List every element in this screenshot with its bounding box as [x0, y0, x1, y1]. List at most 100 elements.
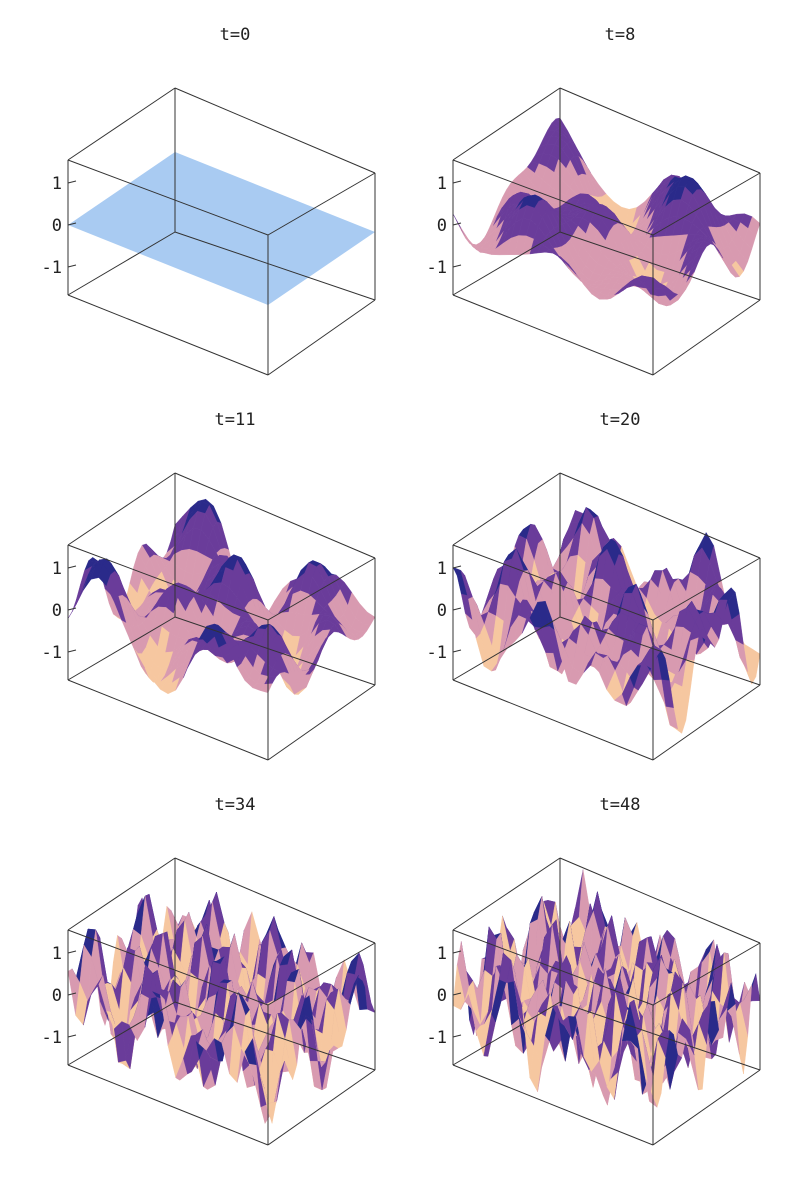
box-back-edge	[559, 87, 761, 174]
box-front-edge	[452, 159, 654, 236]
box-front-edge	[652, 942, 761, 1006]
box-front-edge	[267, 172, 376, 236]
z-ticks-4: 1 0 -1	[427, 559, 462, 663]
z-tick-mark	[67, 950, 77, 954]
z-tick-label: 1	[52, 944, 62, 964]
z-tick-label: 1	[437, 559, 447, 579]
z-ticks-3: 1 0 -1	[42, 559, 77, 663]
plot-svg-6: t=48 1 0 -1	[427, 795, 761, 1146]
z-tick-mark	[452, 607, 462, 611]
surface-facet	[645, 1077, 658, 1108]
z-tick-mark	[67, 180, 77, 184]
z-ticks-5: 1 0 -1	[42, 944, 77, 1048]
z-tick-label: 0	[52, 986, 62, 1006]
box-back-edge	[559, 857, 761, 944]
box-front-edge	[452, 929, 654, 1006]
box-back-edge	[67, 87, 176, 161]
z-tick-label: 1	[437, 174, 447, 194]
surface-5	[67, 891, 376, 1124]
z-ticks-2: 1 0 -1	[427, 174, 462, 278]
plot-title-4: t=20	[600, 410, 641, 430]
box-back-edge	[67, 857, 176, 931]
box-front-edge	[452, 679, 654, 761]
z-tick-mark	[67, 565, 77, 569]
box-front-edge	[267, 684, 376, 761]
surface-facet	[645, 277, 658, 291]
plot-panel-3: t=11 1 0 -1	[20, 405, 410, 795]
box-back-edge	[452, 616, 561, 681]
z-tick-mark	[67, 992, 77, 996]
z-tick-mark	[452, 222, 462, 226]
z-tick-label: 1	[437, 944, 447, 964]
plot-title-1: t=0	[220, 25, 251, 45]
z-tick-mark	[452, 565, 462, 569]
surface-facet	[260, 1075, 273, 1124]
z-tick-mark	[67, 222, 77, 226]
bounding-box-5	[67, 857, 376, 1146]
z-tick-label: 1	[52, 174, 62, 194]
plot-svg-4: t=20 1 0 -1	[427, 410, 761, 761]
box-back-edge	[452, 857, 561, 931]
z-tick-label: -1	[42, 258, 62, 278]
z-tick-mark	[67, 264, 77, 268]
z-tick-label: -1	[42, 1028, 62, 1048]
box-front-edge	[652, 299, 761, 376]
z-tick-label: -1	[427, 1028, 447, 1048]
box-back-edge	[174, 1001, 376, 1071]
box-back-edge	[67, 231, 176, 296]
box-back-edge	[452, 472, 561, 546]
z-tick-label: 0	[437, 601, 447, 621]
box-front-edge	[67, 1064, 269, 1146]
box-front-edge	[67, 679, 269, 761]
z-tick-label: 0	[437, 986, 447, 1006]
box-back-edge	[174, 616, 376, 686]
box-back-edge	[174, 231, 376, 301]
z-tick-mark	[67, 649, 77, 653]
plot-svg-5: t=34 1 0 -1	[42, 795, 376, 1146]
box-back-edge	[559, 1001, 761, 1071]
box-front-edge	[452, 294, 654, 376]
surface-facet	[645, 649, 658, 670]
box-front-edge	[267, 299, 376, 376]
box-back-edge	[452, 1001, 561, 1066]
box-back-edge	[452, 231, 561, 296]
z-tick-label: 0	[437, 216, 447, 236]
z-tick-label: 1	[52, 559, 62, 579]
surface-1	[68, 152, 375, 305]
surface-plane	[68, 152, 375, 305]
z-tick-label: -1	[42, 643, 62, 663]
z-tick-mark	[452, 180, 462, 184]
bounding-box-6	[452, 857, 761, 1146]
box-front-edge	[652, 557, 761, 621]
surface-6	[452, 869, 761, 1108]
box-back-edge	[174, 87, 376, 174]
box-front-edge	[67, 159, 269, 236]
plot-title-2: t=8	[605, 25, 636, 45]
surface-4	[452, 506, 761, 734]
z-ticks-6: 1 0 -1	[427, 944, 462, 1048]
box-front-edge	[267, 1069, 376, 1146]
plot-svg-2: t=8 1 0 -1	[427, 25, 761, 376]
box-front-edge	[267, 942, 376, 1006]
surface-3	[67, 498, 376, 695]
box-back-edge	[67, 472, 176, 546]
z-ticks-1: 1 0 -1	[42, 174, 77, 278]
z-tick-label: -1	[427, 643, 447, 663]
surface-facet	[259, 683, 273, 694]
plot-panel-5: t=34 1 0 -1	[20, 790, 410, 1180]
z-tick-label: 0	[52, 601, 62, 621]
z-tick-mark	[452, 264, 462, 268]
bounding-box-1	[67, 87, 376, 376]
box-front-edge	[652, 684, 761, 761]
box-front-edge	[67, 544, 269, 621]
box-front-edge	[452, 544, 654, 621]
box-front-edge	[652, 1069, 761, 1146]
box-front-edge	[452, 1064, 654, 1146]
surface-facet	[731, 613, 744, 645]
z-tick-label: 0	[52, 216, 62, 236]
box-back-edge	[174, 472, 376, 559]
plot-panel-1: t=0 1 0 -1	[20, 20, 410, 410]
z-tick-mark	[452, 992, 462, 996]
bounding-box-2	[452, 87, 761, 376]
box-front-edge	[267, 557, 376, 621]
